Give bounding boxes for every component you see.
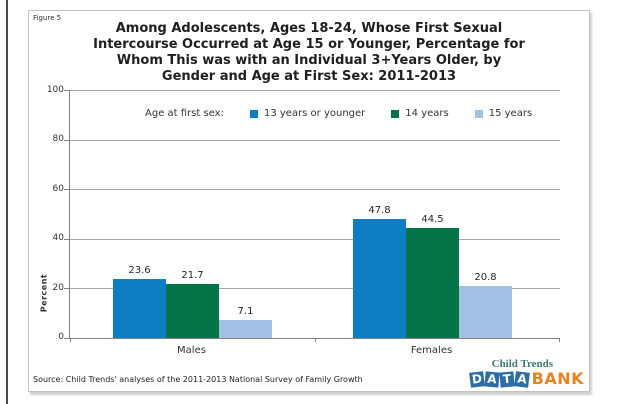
y-axis-title: Percent: [39, 273, 49, 313]
y-tick-mark: [64, 238, 70, 240]
y-tick-label: 80: [52, 134, 64, 144]
bar-males-series-1: [166, 284, 219, 338]
chart-title-line: Intercourse Occurred at Age 15 or Younge…: [93, 37, 525, 52]
legend-title: Age at first sex:: [145, 108, 224, 119]
bar-males-series-2: [219, 320, 272, 338]
bar-males-series-0: [113, 279, 166, 338]
bar-with-label: 23.6: [113, 265, 166, 338]
plot-area: Percent 100 80 60 40 20 0 23.6 21.7 7.1 47.…: [40, 85, 560, 342]
x-tick-mark: [70, 338, 71, 342]
source-note: Source: Child Trends' analyses of the 20…: [33, 375, 363, 384]
y-tick-mark: [64, 139, 70, 141]
bar-value-label: 7.1: [237, 306, 254, 318]
logo-bank-text: BANK: [531, 369, 584, 388]
window-left-edge: [6, 0, 8, 404]
legend-item-label: 14 years: [405, 108, 449, 119]
bar-with-label: 7.1: [219, 306, 272, 338]
bar-value-label: 21.7: [181, 270, 204, 282]
bar-females-series-2: [459, 286, 512, 338]
legend-swatch-lightblue: [474, 109, 483, 118]
childtrends-databank-logo: Child Trends D A T A BANK: [468, 358, 584, 388]
gridline: [70, 139, 560, 141]
logo-tile-letter: A: [513, 371, 530, 388]
bar-females-series-0: [353, 219, 406, 338]
bar-with-label: 44.5: [406, 214, 459, 338]
x-tick-mark: [315, 338, 316, 342]
y-tick-mark: [64, 189, 70, 191]
gridline: [70, 288, 560, 290]
legend-item: 14 years: [391, 108, 449, 119]
category-label-females: Females: [410, 345, 453, 356]
y-tick-label: 0: [58, 332, 64, 342]
bar-value-label: 44.5: [421, 213, 444, 225]
category-label-males: Males: [177, 345, 206, 356]
logo-tile-letter: D: [468, 371, 485, 388]
bar-with-label: 21.7: [166, 270, 219, 338]
chart-title-line: Among Adolescents, Ages 18-24, Whose Fir…: [115, 21, 503, 36]
figure-number-label: Figure 5: [33, 14, 62, 22]
chart-figure: Figure 5 Among Adolescents, Ages 18-24, …: [28, 10, 590, 392]
y-tick-label: 20: [52, 283, 64, 293]
chart-title-line: Gender and Age at First Sex: 2011-2013: [161, 69, 457, 84]
chart-title-line: Whom This was with an Individual 3+Years…: [116, 53, 502, 68]
y-tick-mark: [64, 90, 70, 91]
x-tick-mark: [559, 338, 560, 342]
legend-swatch-blue: [249, 109, 258, 118]
bar-value-label: 20.8: [474, 272, 497, 284]
bar-with-label: 47.8: [353, 205, 406, 338]
bar-group-females: 47.8 44.5 20.8: [353, 205, 512, 338]
legend-item: 15 years: [474, 108, 533, 119]
bar-value-label: 47.8: [368, 205, 391, 217]
gridline: [70, 90, 560, 91]
chart-title: Among Adolescents, Ages 18-24, Whose Fir…: [29, 21, 589, 85]
bar-value-label: 23.6: [128, 265, 151, 277]
y-tick-label: 40: [52, 233, 64, 243]
bar-with-label: 20.8: [459, 272, 512, 338]
legend: Age at first sex: 13 years or younger 14…: [145, 108, 532, 119]
logo-childtrends-text: Child Trends: [491, 358, 554, 370]
logo-tile-letter: T: [498, 371, 515, 388]
gridline: [70, 238, 560, 240]
legend-item-label: 15 years: [488, 108, 533, 119]
legend-item-label: 13 years or younger: [263, 108, 366, 119]
bar-group-males: 23.6 21.7 7.1: [113, 265, 272, 338]
bar-females-series-1: [406, 227, 459, 338]
y-tick-label: 100: [46, 85, 64, 95]
logo-databank: D A T A BANK: [468, 369, 584, 388]
logo-tile-letter: A: [483, 371, 500, 388]
legend-swatch-green: [391, 109, 400, 118]
y-tick-label: 60: [52, 184, 64, 194]
y-tick-mark: [64, 338, 70, 339]
legend-item: 13 years or younger: [249, 108, 366, 119]
gridline: [70, 189, 560, 191]
y-tick-mark: [64, 288, 70, 290]
